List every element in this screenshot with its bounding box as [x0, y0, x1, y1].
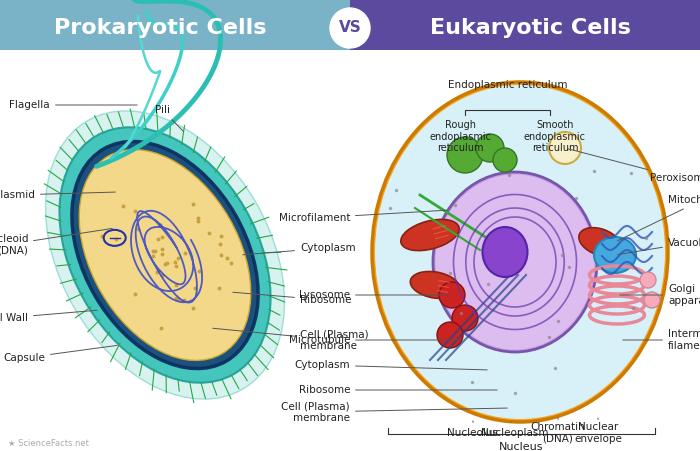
Text: Eukaryotic Cells: Eukaryotic Cells [430, 18, 631, 38]
Text: VS: VS [339, 20, 361, 36]
Text: Cell (Plasma)
membrane: Cell (Plasma) membrane [281, 401, 508, 423]
Text: Cytoplasm: Cytoplasm [243, 243, 356, 255]
Text: Smooth
endoplasmic
reticulum: Smooth endoplasmic reticulum [524, 120, 586, 153]
Text: Ribosome: Ribosome [298, 385, 497, 395]
Ellipse shape [435, 175, 594, 350]
Text: Microtubule: Microtubule [288, 335, 459, 345]
Circle shape [330, 8, 370, 48]
Text: ★ ScienceFacts.net: ★ ScienceFacts.net [8, 438, 89, 447]
Bar [0, 50, 700, 451]
Text: Mitochondria: Mitochondria [617, 195, 700, 241]
Circle shape [640, 272, 656, 288]
Text: Microfilament: Microfilament [279, 210, 447, 223]
Ellipse shape [594, 237, 636, 273]
Ellipse shape [482, 227, 528, 277]
Circle shape [452, 305, 478, 331]
Ellipse shape [375, 85, 665, 419]
Ellipse shape [60, 127, 271, 383]
Text: Peroxisome: Peroxisome [568, 149, 700, 183]
Text: Cell Wall: Cell Wall [0, 310, 97, 323]
Text: Cytoplasm: Cytoplasm [295, 360, 487, 370]
Circle shape [644, 292, 660, 308]
Text: Plasmid: Plasmid [0, 190, 116, 200]
Ellipse shape [372, 82, 668, 422]
Text: Endoplasmic reticulum: Endoplasmic reticulum [448, 80, 568, 90]
Text: Nuclear
envelope: Nuclear envelope [574, 418, 622, 444]
Circle shape [493, 148, 517, 172]
Ellipse shape [72, 142, 258, 368]
Ellipse shape [579, 228, 621, 256]
Text: Nucleoid
(DNA): Nucleoid (DNA) [0, 228, 112, 256]
Text: Nucleolus: Nucleolus [447, 421, 498, 438]
Bar [0, 0, 350, 50]
Text: Lysosome: Lysosome [299, 290, 449, 300]
Text: Rough
endoplasmic
reticulum: Rough endoplasmic reticulum [429, 120, 491, 153]
Text: Nucleus: Nucleus [499, 442, 544, 451]
Text: Capsule: Capsule [3, 345, 117, 363]
Ellipse shape [401, 219, 459, 251]
Ellipse shape [433, 172, 597, 352]
Circle shape [476, 134, 504, 162]
Circle shape [447, 137, 483, 173]
Circle shape [439, 282, 465, 308]
Text: Pili: Pili [155, 105, 183, 131]
Text: Nucleoplasm: Nucleoplasm [482, 423, 549, 438]
Ellipse shape [46, 111, 284, 399]
Text: Ribosome: Ribosome [233, 292, 351, 305]
Text: Flagella: Flagella [9, 100, 137, 110]
Text: Cell (Plasma)
membrane: Cell (Plasma) membrane [213, 328, 369, 351]
Text: Prokaryotic Cells: Prokaryotic Cells [54, 18, 266, 38]
Ellipse shape [410, 272, 460, 299]
Text: Chromatin
(DNA): Chromatin (DNA) [531, 418, 585, 444]
Text: Intermediate
filaments: Intermediate filaments [623, 329, 700, 351]
Ellipse shape [79, 150, 251, 360]
Text: Golgi
apparatus: Golgi apparatus [620, 284, 700, 306]
Circle shape [549, 132, 581, 164]
Circle shape [437, 322, 463, 348]
Bar [350, 0, 700, 50]
Text: Vacuole: Vacuole [617, 238, 700, 254]
